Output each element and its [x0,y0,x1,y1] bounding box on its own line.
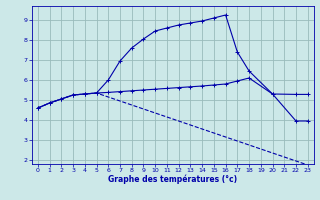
X-axis label: Graphe des températures (°c): Graphe des températures (°c) [108,175,237,184]
